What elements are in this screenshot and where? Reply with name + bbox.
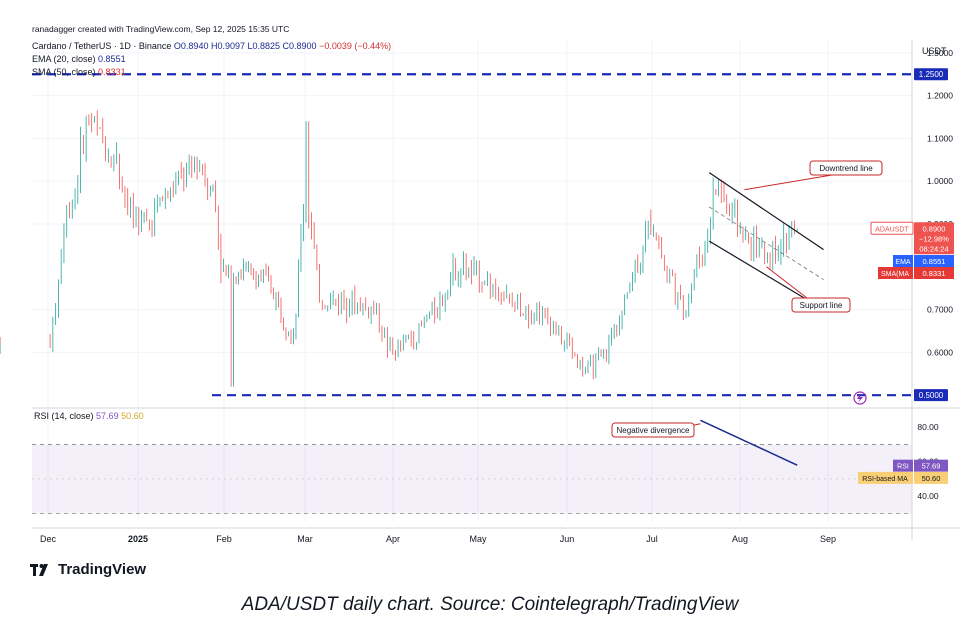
trend-lines	[708, 172, 824, 311]
sma-legend-value: 0.8331	[98, 67, 126, 77]
adausdt-label-text: ADAUSDT	[875, 226, 909, 233]
currency-label: USDT	[922, 46, 947, 56]
rsi-ma-value-text: 50.60	[922, 474, 941, 483]
divergence-annotation-box	[611, 422, 695, 438]
adausdt-price-badge	[914, 222, 954, 255]
time-tick-label: Mar	[297, 534, 313, 544]
price-tick-label: 1.1000	[927, 133, 953, 143]
rsi-legend-label: RSI (14, close)	[34, 411, 94, 421]
time-tick-label: Apr	[386, 534, 400, 544]
rsi-legend: RSI (14, close) 57.69 50.60	[34, 411, 144, 421]
candles	[0, 110, 798, 387]
divergence-annotation-label: Negative divergence	[617, 426, 690, 435]
price-tick-label: 1.2000	[927, 91, 953, 101]
rsi-legend-value: 57.69	[96, 411, 119, 421]
adausdt-price-text: 0.8900	[923, 224, 946, 233]
sma-label-text: SMA(MA	[881, 271, 909, 278]
ohlc-values: O0.8940 H0.9097 L0.8825 C0.8900	[173, 41, 317, 51]
time-tick-label: Jun	[560, 534, 575, 544]
time-tick-label: Feb	[216, 534, 232, 544]
credit-line: ranadagger created with TradingView.com,…	[32, 24, 289, 34]
time-tick-label: Sep	[820, 534, 836, 544]
rsi-ma-value-badge	[914, 471, 948, 484]
rsi-lines	[700, 419, 798, 466]
adausdt-time-text: 08:24:24	[919, 244, 948, 253]
ema-label-text: EMA	[895, 259, 911, 266]
credit-text: ranadagger created with TradingView.com,…	[32, 24, 290, 34]
resistance-level-badge	[914, 68, 948, 81]
ema-label-badge	[893, 255, 913, 267]
change-value: −0.0039 (−0.44%)	[319, 41, 392, 51]
axes: 1.30001.20001.10001.00000.90000.70000.60…	[32, 40, 960, 544]
price-tick-label: 0.7000	[927, 305, 953, 315]
support-annotation-pointer	[766, 266, 808, 299]
divergence-line	[700, 419, 798, 466]
downtrend-annotation-label: Downtrend line	[819, 164, 873, 173]
rsi-ma-legend-value: 50.60	[121, 411, 144, 421]
annotations: Downtrend line Support line Negative diver…	[611, 160, 883, 438]
downtrend-annotation-box	[809, 160, 883, 176]
downtrend-line	[708, 172, 824, 251]
sma-legend-label: SMA (50, close)	[32, 67, 96, 77]
resistance-level-badge-text: 1.2500	[919, 70, 944, 79]
sma-value-text: 0.8331	[923, 269, 946, 278]
sma-label-badge	[878, 267, 913, 279]
time-tick-label: Jul	[646, 534, 658, 544]
support-level-badge	[914, 389, 948, 402]
rsi-label-text: RSI	[897, 464, 909, 471]
symbol-line: Cardano / TetherUS · 1D · Binance O0.894…	[32, 41, 391, 51]
downtrend-annotation-pointer	[744, 174, 833, 191]
adausdt-label-badge	[870, 221, 914, 235]
rsi-ma-label-text: RSI-based MA	[862, 476, 908, 483]
tradingview-logo-text: TradingView	[58, 561, 147, 578]
rsi-label-badge	[893, 459, 913, 472]
price-tick-label: 1.0000	[927, 176, 953, 186]
price-tick-label: 1.3000	[927, 48, 953, 58]
caption-text: ADA/USDT daily chart. Source: Cointelegr…	[241, 594, 739, 615]
time-tick-label: May	[469, 534, 487, 544]
tradingview-logo: TradingView	[30, 561, 146, 578]
currency-text: USDT	[922, 46, 947, 56]
rsi-tick-label: 80.00	[917, 422, 939, 432]
tradingview-logo-icon	[30, 563, 48, 576]
support-annotation-box	[791, 297, 851, 313]
ema-value-badge	[914, 255, 954, 267]
ema-legend-label: EMA (20, close)	[32, 54, 96, 64]
ema-legend: EMA (20, close) 0.8551	[32, 54, 126, 64]
sma-value-badge	[914, 267, 954, 279]
ema-legend-value: 0.8551	[98, 54, 126, 64]
time-tick-label: Dec	[40, 534, 57, 544]
gridlines	[32, 40, 912, 522]
sma-legend: SMA (50, close) 0.8331	[32, 67, 126, 77]
price-badges: ADAUSDT 0.8900−12.98%08:24:24 EMA 0.8551 SMA…	[858, 221, 954, 484]
rsi-value-text: 57.69	[922, 462, 941, 471]
time-tick-label: 2025	[128, 534, 148, 544]
horizontal-levels: 1.2500 0.5000	[32, 68, 948, 402]
rsi-value-badge	[914, 459, 948, 472]
rsi-band	[32, 444, 912, 514]
support-annotation-label: Support line	[800, 301, 843, 310]
price-tick-label: 0.6000	[927, 347, 953, 357]
figure-caption: ADA/USDT daily chart. Source: Cointelegr…	[0, 594, 980, 616]
lightning-icon-bolt	[857, 393, 863, 403]
lightning-icon	[853, 391, 867, 405]
rsi-tick-label: 40.00	[917, 491, 939, 501]
ema-value-text: 0.8551	[923, 257, 946, 266]
channel-midline	[708, 206, 824, 280]
adausdt-change-text: −12.98%	[919, 234, 949, 243]
rsi-ma-label-badge	[858, 471, 913, 484]
time-tick-label: Aug	[732, 534, 748, 544]
symbol-name: Cardano / TetherUS · 1D · Binance	[32, 41, 172, 51]
support-level-badge-text: 0.5000	[919, 391, 944, 400]
